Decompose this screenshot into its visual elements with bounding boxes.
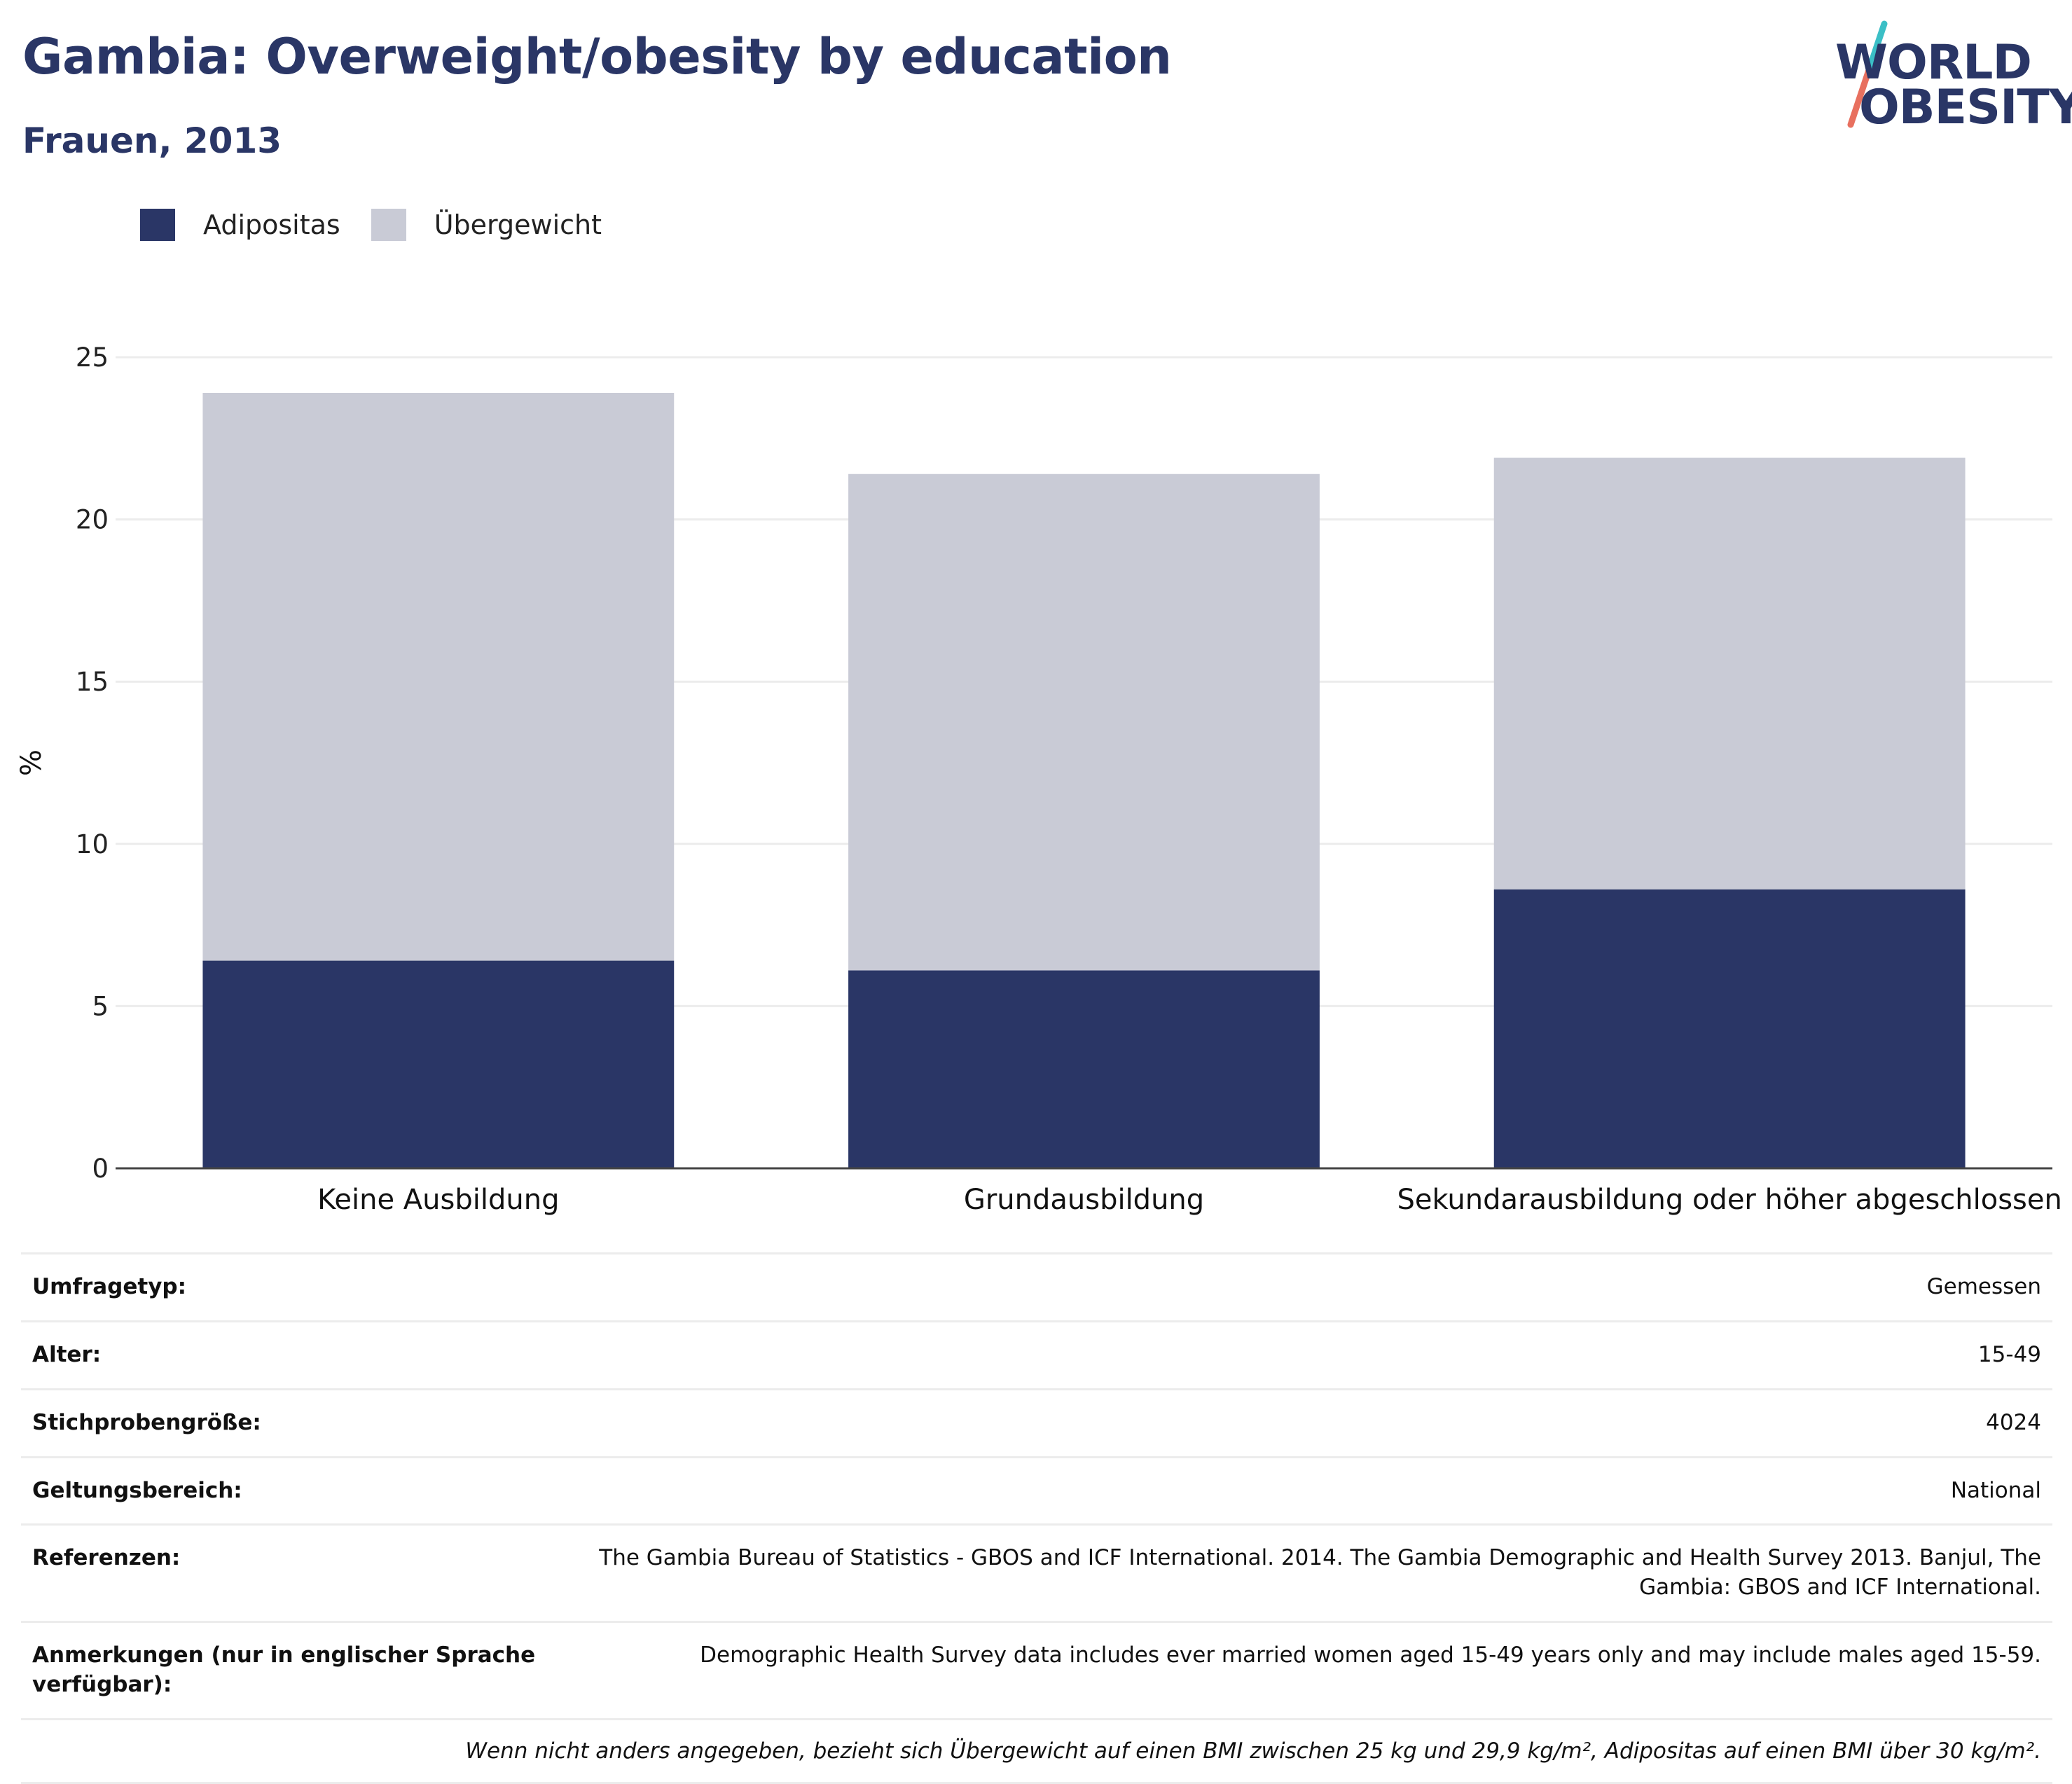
meta-key: Stichprobengröße: [32,1409,261,1435]
bar-overweight [1493,457,1966,890]
bar-overweight [202,392,675,961]
meta-row-sample-size: Stichprobengröße: 4024 [21,1388,2052,1456]
bar-overweight [848,473,1320,971]
logo-line1: WORLD [1835,35,2032,90]
bar-obesity [1493,889,1966,1168]
meta-key: Referenzen: [32,1545,181,1571]
y-tick-label: 25 [76,343,109,373]
meta-value: Demographic Health Survey data includes … [700,1643,2041,1668]
bars [202,392,1966,1168]
x-category-label: Sekundarausbildung oder höher abgeschlos… [1397,1184,2061,1216]
bar-obesity [848,970,1320,1168]
meta-key: Umfragetyp: [32,1274,186,1299]
legend-swatch-obesity [140,209,175,241]
footnote: Wenn nicht anders angegeben, bezieht sic… [465,1738,2041,1764]
meta-row-footnote: Wenn nicht anders angegeben, bezieht sic… [21,1717,2052,1784]
meta-key: Alter: [32,1341,102,1367]
logo-line2: OBESITY [1859,80,2072,135]
meta-value: Gemessen [1926,1274,2041,1299]
meta-value: 15-49 [1977,1341,2041,1367]
y-tick-label: 5 [92,991,109,1021]
metadata-table: Umfragetyp: Gemessen Alter: 15-49 Stichp… [21,1252,2052,1784]
chart-legend: Adipositas Übergewicht [140,209,633,241]
meta-key: Anmerkungen (nur in englischer Sprache v… [32,1643,536,1697]
world-obesity-logo: WORLD OBESITY [1828,20,2072,146]
meta-value: 4024 [1986,1409,2041,1435]
y-tick-label: 20 [76,505,109,535]
meta-row-survey-type: Umfragetyp: Gemessen [21,1252,2052,1320]
meta-row-age: Alter: 15-49 [21,1320,2052,1388]
chart-subtitle: Frauen, 2013 [22,120,282,161]
y-tick-label: 15 [76,667,109,697]
legend-item-overweight[interactable]: Übergewicht [371,209,602,241]
stacked-bar-chart: 0 5 10 15 20 25 Keine Ausbildung Grundausbildun… [15,343,2062,1216]
legend-label-obesity: Adipositas [203,209,340,240]
legend-item-obesity[interactable]: Adipositas [140,209,340,241]
meta-value: National [1950,1477,2041,1503]
y-tick-label: 10 [76,829,109,859]
axes: 0 5 10 15 20 25 Keine Ausbildung Grundausbildun… [15,343,2062,1216]
bar-obesity [202,960,675,1168]
x-category-label: Keine Ausbildung [317,1184,559,1216]
x-category-label: Grundausbildung [964,1184,1204,1216]
logo-slash-icon [1847,20,1888,128]
y-tick-label: 0 [92,1154,109,1184]
meta-row-coverage: Geltungsbereich: National [21,1455,2052,1524]
meta-key: Geltungsbereich: [32,1477,242,1503]
y-axis-title: % [15,749,48,776]
meta-row-references: Referenzen: The Gambia Bureau of Statist… [21,1523,2052,1621]
meta-value: The Gambia Bureau of Statistics - GBOS a… [599,1545,2041,1600]
meta-row-notes: Anmerkungen (nur in englischer Sprache v… [21,1621,2052,1718]
chart-title: Gambia: Overweight/obesity by education [22,28,1172,85]
legend-swatch-overweight [371,209,406,241]
legend-label-overweight: Übergewicht [434,209,602,240]
